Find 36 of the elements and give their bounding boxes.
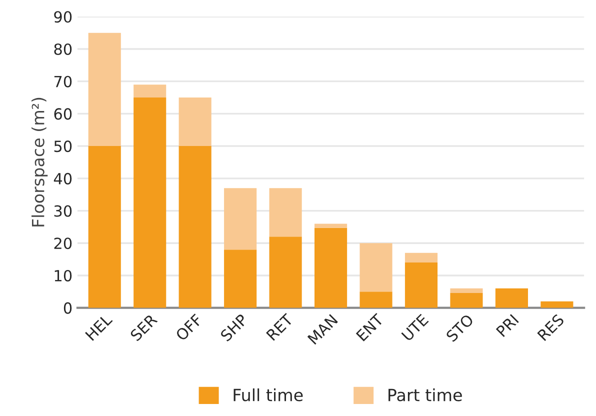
- bar: [88, 146, 121, 308]
- bar: [360, 243, 392, 292]
- y-tick-label: 90: [54, 11, 72, 23]
- bar: [360, 292, 392, 308]
- bar: [134, 98, 166, 308]
- bar: [314, 228, 348, 308]
- y-tick-label: 50: [54, 140, 72, 152]
- bar: [540, 301, 574, 308]
- bar: [269, 236, 302, 308]
- bar: [224, 250, 257, 308]
- y-tick-label: 20: [54, 238, 72, 250]
- bar: [224, 188, 257, 250]
- bar: [269, 188, 302, 237]
- bar: [314, 224, 348, 228]
- bar: [404, 252, 438, 263]
- y-tick-label: 10: [54, 270, 72, 282]
- y-tick-label: 60: [54, 108, 72, 120]
- y-tick-label: 70: [54, 76, 72, 88]
- y-axis-title: Floorspace (m²): [31, 98, 48, 226]
- bar: [495, 288, 528, 308]
- legend-label: Full time: [234, 388, 303, 402]
- bar: [178, 146, 212, 308]
- bar: [450, 288, 483, 293]
- x-tick-label: HEL: [85, 313, 113, 341]
- bar: [404, 262, 438, 308]
- bar: [88, 32, 121, 146]
- y-tick-label: 80: [54, 43, 72, 56]
- x-tick-label: PRI: [496, 314, 519, 338]
- y-tick-label: 40: [54, 172, 72, 184]
- bar: [178, 98, 212, 146]
- y-tick-label: 30: [54, 205, 72, 217]
- bar: [450, 292, 483, 308]
- bar: [134, 84, 166, 98]
- legend-label: Part time: [388, 388, 462, 402]
- x-tick-label: SER: [130, 313, 158, 342]
- y-tick-label: 0: [64, 302, 72, 314]
